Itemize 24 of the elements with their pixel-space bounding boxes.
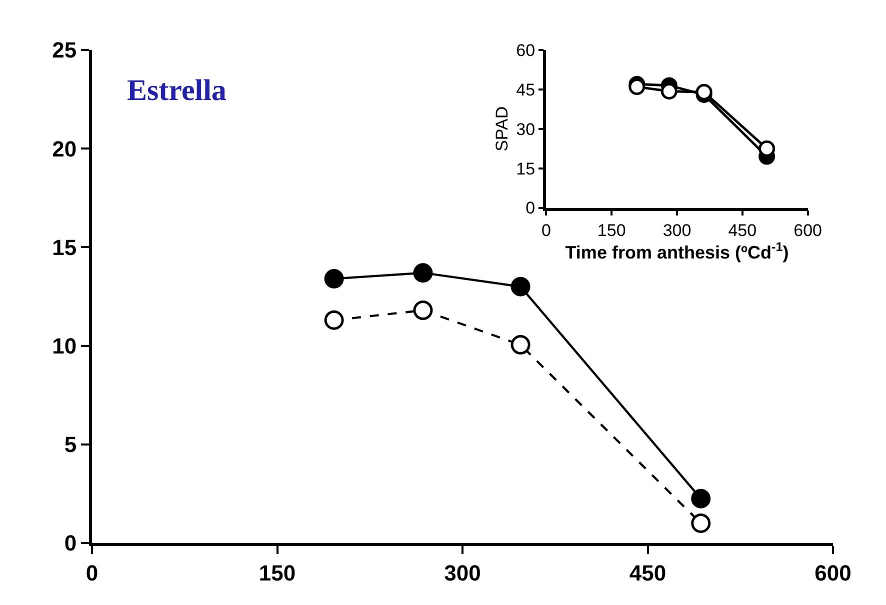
y-tick-label: 30 [516,120,536,139]
y-tick-label: 10 [52,334,77,358]
x-tick-label: 0 [542,220,551,240]
y-tick-label: 60 [516,40,536,60]
y-tick-label: 0 [64,530,77,556]
y-tick-label: 45 [516,80,536,100]
x-tick-label: 600 [814,560,852,586]
x-tick-label: 150 [597,220,626,240]
x-tick-label: 600 [794,220,822,240]
x-tick-label: 300 [662,220,692,240]
y-tick-label: 25 [52,38,77,63]
x-axis-title: Time from anthesis (ºCd$^{-1}$) [565,240,789,262]
x-tick-label: 150 [258,560,296,586]
x-tick-label: 450 [728,220,757,240]
x-tick-label: 300 [444,560,481,586]
x-tick-label: 450 [629,560,666,586]
y-tick-label: 5 [64,432,77,458]
x-tick-label: 0 [86,560,98,586]
y-tick-label: 0 [526,198,536,218]
y-tick-label: 15 [516,159,536,178]
annotation: Estrella [127,74,226,107]
y-tick-label: 15 [52,234,77,260]
y-axis-title: SPAD [492,106,512,152]
y-tick-label: 20 [52,136,77,162]
